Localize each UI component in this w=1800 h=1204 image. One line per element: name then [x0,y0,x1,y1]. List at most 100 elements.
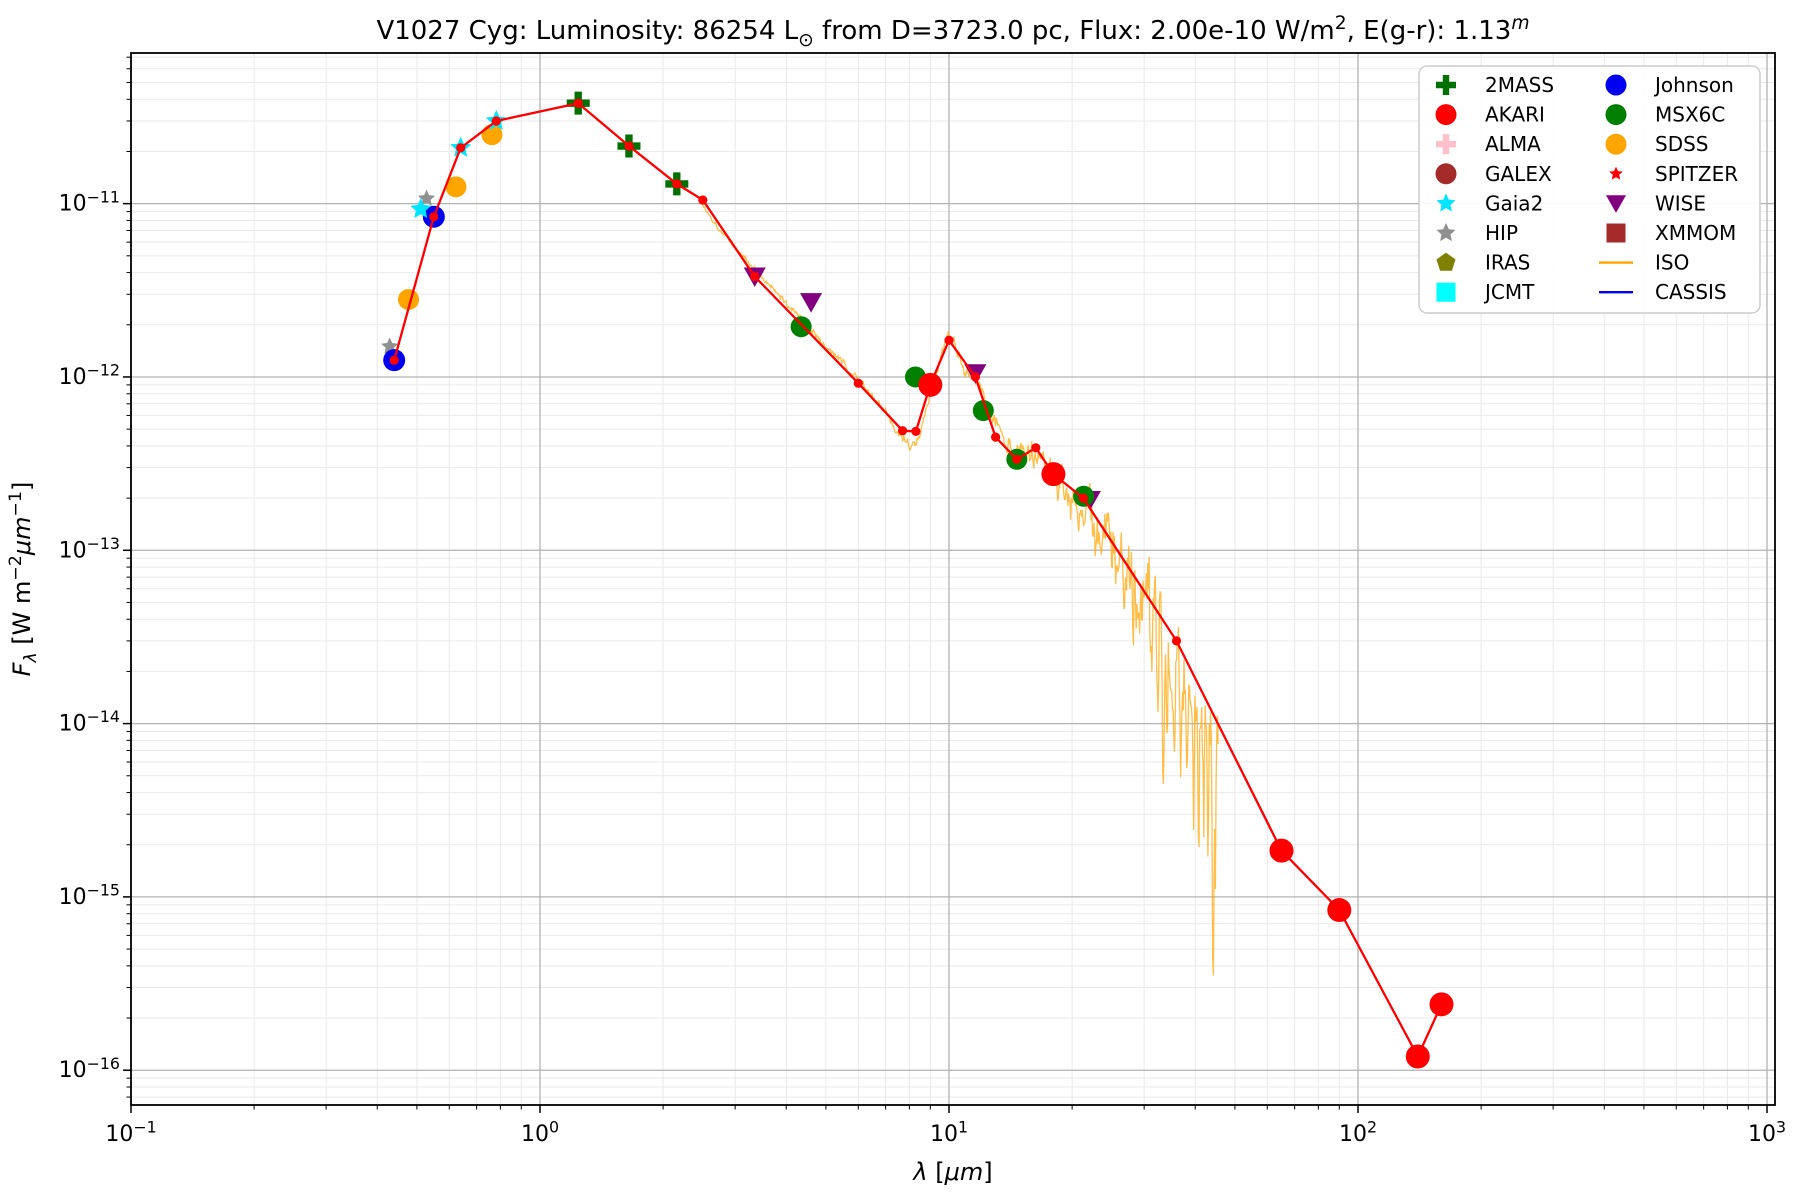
y-axis-label: Fλ [W m−2μm−1] [6,482,41,677]
legend-item-hip: HIP [1436,221,1518,245]
iras-legend-marker-icon [1436,252,1456,271]
legend-item-gaia2: Gaia2 [1436,191,1543,215]
model-vertex [1413,1051,1423,1062]
legend-item-jcmt: JCMT [1436,280,1535,304]
model-vertex [898,426,908,436]
series-sdss [398,124,503,310]
y-tick-label: 10−16 [59,1054,120,1083]
xmmom-legend-marker-icon [1606,223,1626,243]
legend: 2MASS AKARI ALMA GALEX Gaia2 HIP IRAS JCMT Johns… [1418,65,1761,314]
legend-label-hip: HIP [1485,221,1518,245]
legend-item-cassis: CASSIS [1599,280,1727,304]
johnson-legend-marker-icon [1605,74,1627,96]
legend-label-iso: ISO [1655,251,1689,275]
x-tick-label: 101 [930,1118,968,1147]
model-vertex [991,432,1001,442]
legend-label-wise: WISE [1655,191,1706,215]
legend-item-sdss: SDSS [1605,132,1709,156]
model-vertex [389,355,399,365]
legend-label-akari: AKARI [1485,103,1545,127]
legend-label-spitzer: SPITZER [1655,162,1738,186]
legend-item-iso: ISO [1599,251,1689,275]
legend-item-xmmom: XMMOM [1606,221,1736,245]
y-tick-label: 10−11 [59,187,120,216]
legend-label-iras: IRAS [1485,251,1530,275]
y-tick-label: 10−14 [59,707,120,736]
model-vertex [1276,846,1287,856]
legend-label-cassis: CASSIS [1655,280,1727,304]
model-vertex [853,378,863,388]
legend-label-alma: ALMA [1485,132,1541,156]
model-line [389,98,1447,1062]
legend-label-jcmt: JCMT [1483,280,1535,304]
alma-legend-marker-icon [1436,134,1456,155]
model-vertex [456,143,466,153]
model-vertex [925,380,935,390]
x-tick-label: 100 [521,1118,559,1147]
sdss-marker [445,176,467,198]
model-vertex [491,116,501,126]
legend-item-galex: GALEX [1435,162,1552,186]
model-vertex [698,195,708,205]
tick-labels: 10−1 100 101 102 103 10−11 10−12 10−13 10−14 10−1… [59,187,1786,1147]
model-vertex [624,141,634,151]
legend-label-xmmom: XMMOM [1655,221,1736,245]
sdss-marker [398,288,420,310]
legend-item-msx6c: MSX6C [1605,103,1725,127]
spitzer-legend-marker-icon [1609,166,1623,180]
y-tick-label: 10−15 [59,881,120,910]
axis-ticks [123,56,1768,1113]
legend-item-wise: WISE [1606,191,1706,215]
msx6c-marker [790,316,812,338]
model-vertex [672,179,682,189]
x-tick-label: 10−1 [105,1118,156,1147]
legend-label-gaia2: Gaia2 [1485,191,1543,215]
legend-label-galex: GALEX [1485,162,1552,186]
plot-spines [130,52,1776,1106]
model-vertex [1171,636,1182,646]
chart-title: V1027 Cyg: Luminosity: 86254 L⊙ from D=3… [376,13,1529,51]
legend-item-alma: ALMA [1436,132,1541,156]
model-vertex [1078,493,1088,503]
legend-label-sdss: SDSS [1655,132,1709,156]
legend-item-akari: AKARI [1435,103,1545,127]
wise-legend-marker-icon [1606,195,1626,213]
legend-label-msx6c: MSX6C [1655,103,1725,127]
2mass-legend-marker-icon [1436,75,1456,95]
model-vertex [911,426,921,436]
x-axis-label: λ [μm] [911,1158,992,1186]
y-tick-label: 10−13 [59,534,120,563]
model-vertex [1012,454,1022,464]
legend-label-johnson: Johnson [1653,73,1734,97]
model-vertex [970,372,981,382]
galex-legend-marker-icon [1435,163,1457,185]
legend-item-johnson: Johnson [1605,73,1734,97]
model-vertex [429,212,439,222]
legend-item-iras: IRAS [1436,251,1530,275]
model-vertex [573,98,583,108]
model-vertex [1334,905,1344,915]
model-vertex [1031,443,1041,453]
hip-legend-marker-icon [1436,223,1456,242]
gaia2-legend-marker-icon [1436,193,1456,212]
x-tick-label: 102 [1339,1118,1377,1147]
gaia2-marker [410,198,432,218]
wise-marker [800,293,823,313]
legend-label-2mass: 2MASS [1485,73,1554,97]
grid-minor [131,53,1775,1105]
legend-box [1418,65,1761,314]
model-vertex [750,271,760,282]
x-tick-label: 103 [1748,1118,1786,1147]
akari-legend-marker-icon [1435,104,1457,126]
sdss-legend-marker-icon [1605,133,1627,155]
msx6c-legend-marker-icon [1605,104,1627,126]
model-vertex [944,335,954,345]
model-vertex [1436,999,1447,1009]
model-vertex [1048,469,1058,479]
legend-item-2mass: 2MASS [1436,73,1554,97]
legend-item-spitzer: SPITZER [1609,162,1738,186]
y-tick-label: 10−12 [59,361,120,390]
jcmt-legend-marker-icon [1436,282,1456,302]
